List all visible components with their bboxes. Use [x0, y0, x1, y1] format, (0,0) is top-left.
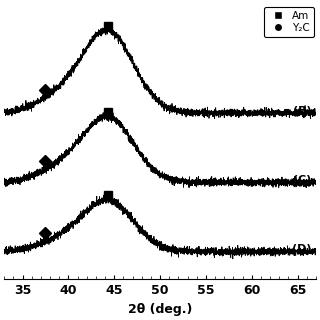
X-axis label: 2θ (deg.): 2θ (deg.): [128, 303, 192, 316]
Text: (B): (B): [292, 106, 311, 116]
Text: (D): (D): [292, 244, 311, 254]
Text: (C): (C): [293, 175, 311, 185]
Legend: Am, Y₂C: Am, Y₂C: [264, 7, 314, 37]
